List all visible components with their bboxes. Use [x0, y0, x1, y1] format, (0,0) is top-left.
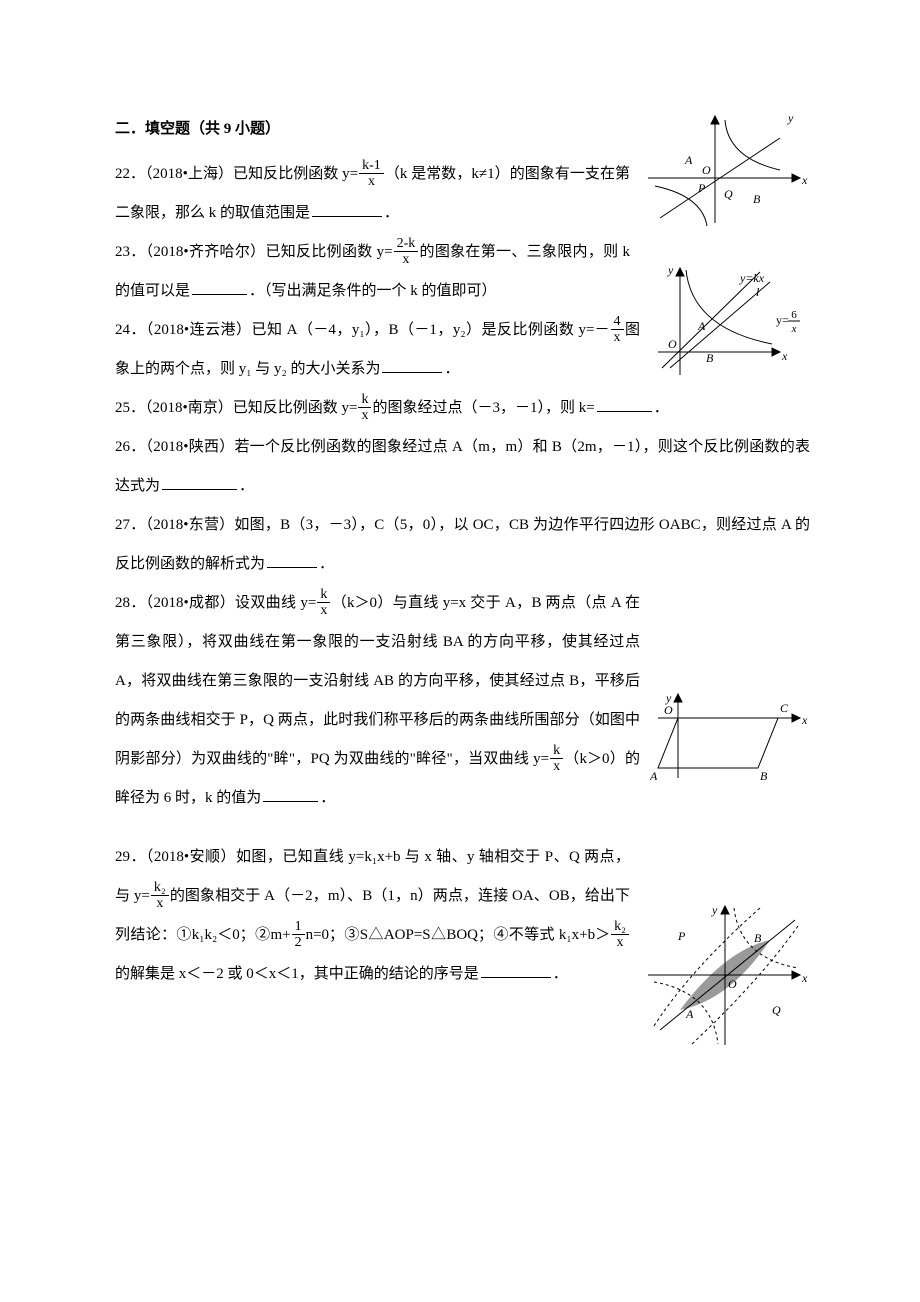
p26-t2: ．	[239, 478, 254, 494]
frac-28b: kx	[550, 743, 563, 775]
problem-28: 28．（2018•成都）设双曲线 y=kx（k＞0）与直线 y=x 交于 A，B…	[115, 584, 810, 818]
p23-t3: ．（写出满足条件的一个 k 的值即可）	[249, 283, 497, 299]
frac-29b: 12	[292, 919, 305, 951]
frac-23: 2-kx	[394, 236, 419, 268]
frac-29c: k₂x	[611, 919, 629, 951]
blank-24	[382, 357, 442, 373]
p28-t1: 28．（2018•成都）设双曲线 y=	[115, 595, 316, 611]
svg-text:Q: Q	[772, 1003, 781, 1017]
svg-text:A: A	[685, 1007, 694, 1021]
problem-29: 29．（2018•安顺）如图，已知直线 y=k₁x+b 与 x 轴、y 轴相交于…	[115, 838, 810, 994]
problem-26: 26．（2018•陕西）若一个反比例函数的图象经过点 A（m，m）和 B（2m，…	[115, 428, 810, 506]
frac-24: 4x	[611, 314, 624, 346]
frac-25: kx	[358, 392, 371, 424]
p24-t3: ．	[444, 361, 459, 377]
problem-22: 22．（2018•上海）已知反比例函数 y=k-1x（k 是常数，k≠1）的图象…	[115, 155, 810, 233]
frac-28a: kx	[317, 587, 330, 619]
frac-22: k-1x	[359, 158, 384, 190]
p22-t1: 22．（2018•上海）已知反比例函数 y=	[115, 166, 358, 182]
p23-t1: 23．（2018•齐齐哈尔）已知反比例函数 y=	[115, 244, 393, 260]
p28-t2: （k＞0）与直线 y=x 交于 A，B 两点（点 A 在第三象限），将双曲线在第…	[115, 595, 640, 767]
p29-t4: 的解集是 x＜－2 或 0＜x＜1，其中正确的结论的序号是	[115, 966, 479, 982]
blank-26	[162, 474, 237, 490]
blank-23	[192, 279, 247, 295]
p29-t3: n=0；③S△AOP=S△BOQ；④不等式 k₁x+b＞	[306, 927, 611, 943]
p28-t4: ．	[320, 790, 335, 806]
p25-t1: 25．（2018•南京）已知反比例函数 y=	[115, 400, 357, 416]
problem-25: 25．（2018•南京）已知反比例函数 y=kx的图象经过点（－3，－1），则 …	[115, 389, 810, 428]
blank-28	[263, 786, 318, 802]
p29-t5: ．	[553, 966, 568, 982]
blank-25	[597, 396, 652, 412]
p25-t2: 的图象经过点（－3，－1），则 k=	[372, 400, 594, 416]
problem-24: 24．（2018•连云港）已知 A（－4，y₁），B（－1，y₂）是反比例函数 …	[115, 311, 810, 389]
p27-t1: 27．（2018•东营）如图，B（3，－3），C（5，0），以 OC，CB 为边…	[115, 517, 810, 572]
p25-t3: ．	[654, 400, 669, 416]
problem-27: 27．（2018•东营）如图，B（3，－3），C（5，0），以 OC，CB 为边…	[115, 506, 810, 584]
problem-23: 23．（2018•齐齐哈尔）已知反比例函数 y=2-kx的图象在第一、三象限内，…	[115, 233, 810, 311]
blank-29	[481, 962, 551, 978]
blank-22	[312, 201, 382, 217]
p24-t1: 24．（2018•连云港）已知 A（－4，y₁），B（－1，y₂）是反比例函数 …	[115, 322, 610, 338]
blank-27	[267, 552, 317, 568]
svg-text:y: y	[787, 111, 794, 125]
p22-t3: ．	[384, 205, 399, 221]
p27-t2: ．	[319, 556, 334, 572]
frac-29a: k₂x	[151, 880, 169, 912]
